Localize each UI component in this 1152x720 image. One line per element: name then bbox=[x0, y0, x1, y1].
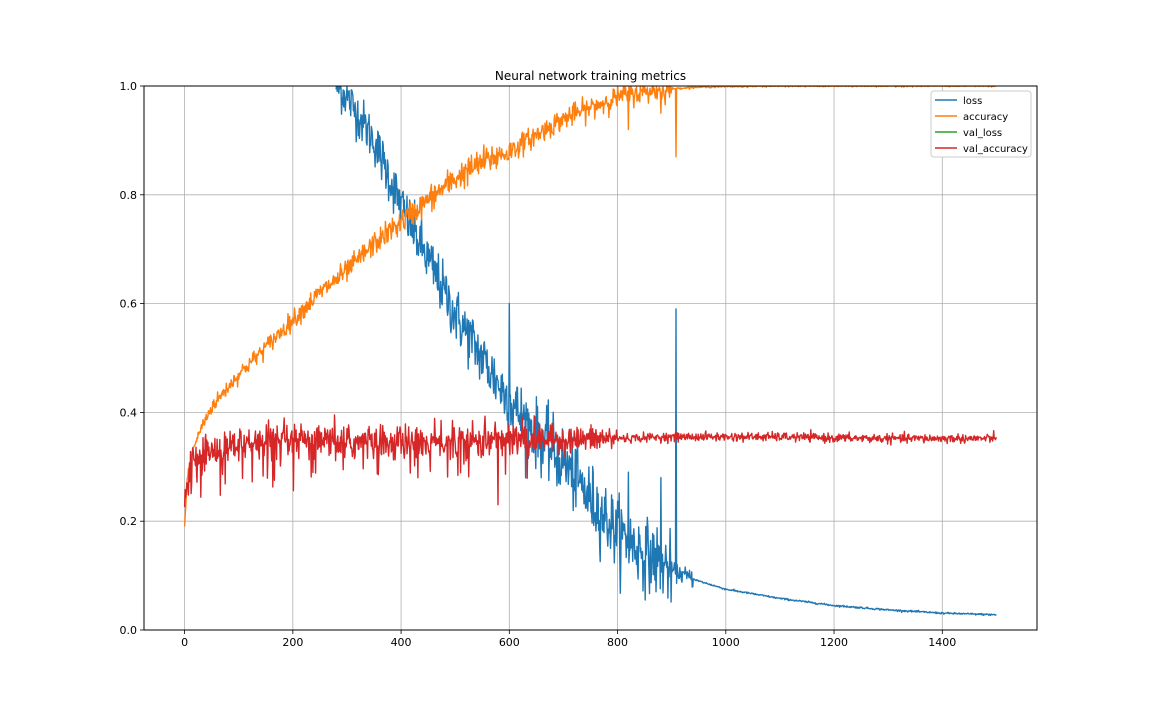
series-line-val-accuracy bbox=[183, 414, 998, 508]
x-tick-label: 200 bbox=[282, 636, 303, 649]
legend-box bbox=[930, 90, 1032, 158]
y-tick-label: 0.6 bbox=[120, 298, 138, 311]
y-tick-label: 0.4 bbox=[120, 406, 138, 419]
y-tick-label: 0.8 bbox=[120, 189, 138, 202]
y-tick-label: 0.0 bbox=[120, 624, 138, 637]
series-line-accuracy bbox=[183, 86, 997, 527]
chart-title: Neural network training metrics bbox=[495, 69, 686, 83]
x-tick-label: 1200 bbox=[820, 636, 848, 649]
x-tick-label: 600 bbox=[499, 636, 520, 649]
x-tick-label: 0 bbox=[181, 636, 188, 649]
legend-label-accuracy: accuracy bbox=[963, 112, 1008, 123]
x-tick-label: 1000 bbox=[712, 636, 740, 649]
x-tick-label: 1400 bbox=[928, 636, 956, 649]
tick-layer: 0 200 400 600 800 1000 1200 1400 0.0 0.2 0.4 0.6 0.8… bbox=[120, 80, 957, 649]
x-tick-label: 400 bbox=[391, 636, 412, 649]
series-layer bbox=[183, 86, 998, 617]
y-tick-label: 0.2 bbox=[120, 515, 138, 528]
legend-label-loss: loss bbox=[963, 96, 982, 107]
axes-frame bbox=[143, 85, 1038, 631]
legend-label-val-accuracy: val_accuracy bbox=[963, 144, 1028, 155]
legend-label-val-loss: val_loss bbox=[963, 128, 1002, 139]
grid-layer bbox=[144, 85, 1037, 631]
x-tick-label: 800 bbox=[607, 636, 628, 649]
y-tick-label: 1.0 bbox=[120, 80, 138, 93]
legend: loss accuracy val_loss val_accuracy bbox=[930, 90, 1032, 158]
series-line-loss bbox=[335, 86, 997, 617]
